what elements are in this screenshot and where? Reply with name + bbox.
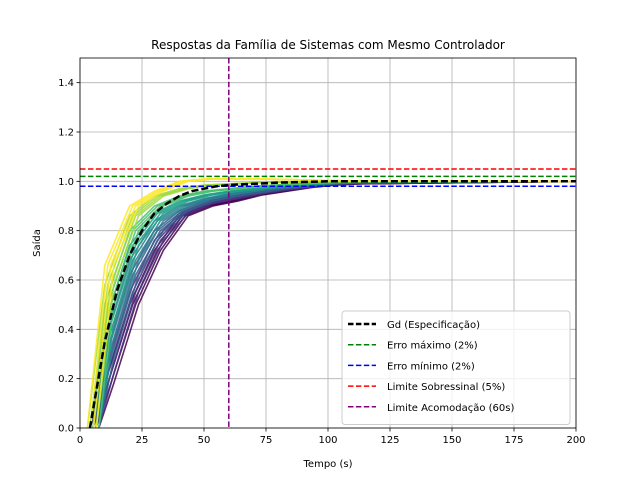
x-tick-label-7: 175 [504, 435, 523, 446]
y-tick-label-6: 1.2 [58, 128, 74, 139]
legend: Gd (Especificação) Erro máximo (2%) Erro m… [341, 310, 571, 425]
legend-label-3: Limite Sobressinal (5%) [387, 382, 505, 393]
x-tick-label-8: 200 [566, 435, 585, 446]
y-tick-label-0: 0.0 [58, 424, 74, 435]
legend-label-4: Limite Acomodação (60s) [387, 403, 514, 414]
y-tick-label-5: 1.0 [58, 177, 74, 188]
x-axis-label: Tempo (s) [303, 459, 353, 470]
axis-ticks: 0 25 50 75 100 125 150 175 200 0.0 0.2 0.4 0.6 0.8 1.0… [58, 78, 585, 446]
legend-box [341, 310, 571, 425]
reference-lines [80, 58, 576, 428]
x-tick-label-5: 125 [380, 435, 399, 446]
legend-label-1: Erro máximo (2%) [387, 340, 478, 352]
legend-label-2: Erro mínimo (2%) [387, 360, 475, 372]
y-tick-label-3: 0.6 [58, 276, 74, 287]
y-tick-label-7: 1.4 [58, 78, 74, 89]
spec-curve [88, 180, 576, 428]
x-tick-label-4: 100 [318, 435, 337, 446]
x-tick-label-1: 25 [136, 435, 149, 446]
series-line-0 [88, 180, 576, 428]
x-tick-label-2: 50 [198, 435, 211, 446]
y-axis-label: Saída [31, 229, 43, 257]
y-tick-label-1: 0.2 [58, 374, 74, 385]
x-tick-label-3: 75 [260, 435, 273, 446]
chart-title: Respostas da Família de Sistemas com Mes… [151, 38, 505, 52]
y-tick-label-2: 0.4 [58, 325, 74, 336]
y-tick-label-4: 0.8 [58, 226, 74, 237]
legend-label-0: Gd (Especificação) [387, 320, 480, 331]
x-tick-label-0: 0 [77, 435, 83, 446]
x-tick-label-6: 150 [442, 435, 461, 446]
